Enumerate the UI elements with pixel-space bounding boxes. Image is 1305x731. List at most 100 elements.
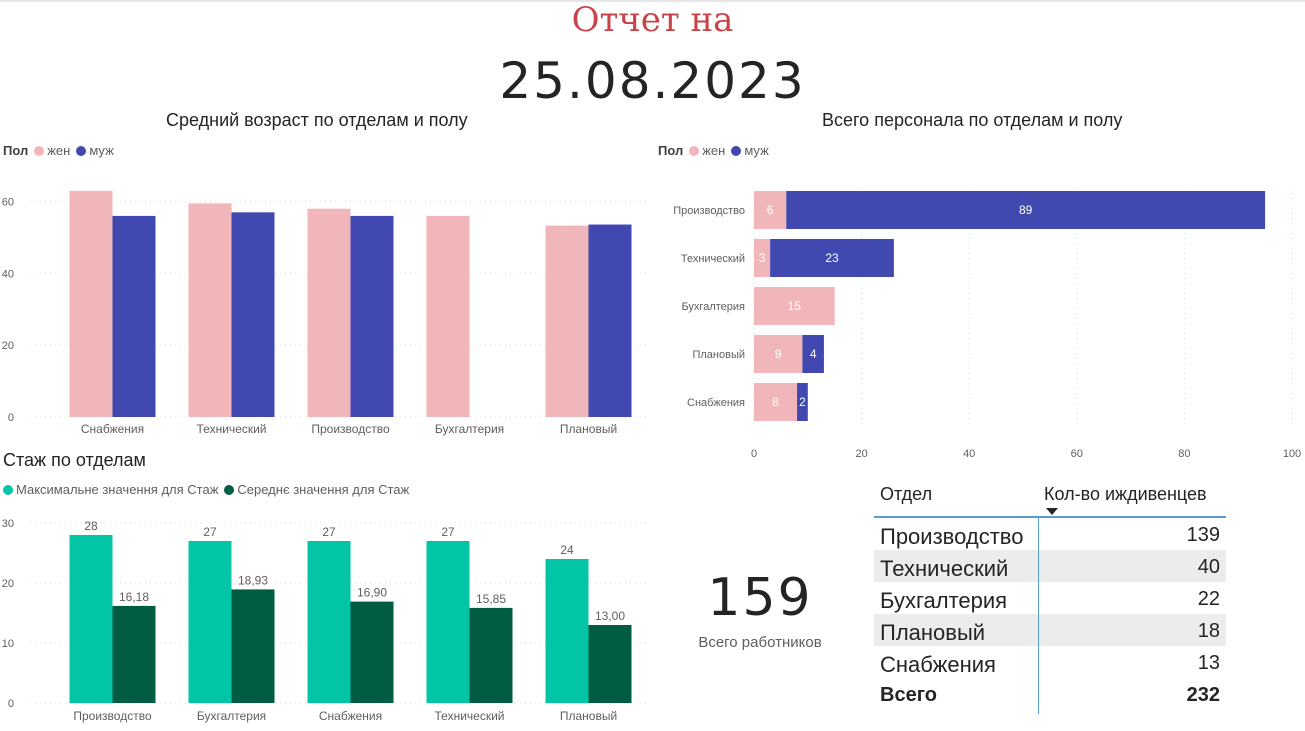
staff-legend-title: Пол xyxy=(658,143,684,158)
x-category-label: Производство xyxy=(311,422,390,436)
age-chart-legend: Пол жен муж xyxy=(3,143,120,158)
sort-desc-icon[interactable] xyxy=(1046,508,1058,515)
table-header: Отдел Кол-во иждивенцев xyxy=(874,478,1226,518)
staff-chart-legend: Пол жен муж xyxy=(658,143,775,158)
table-row[interactable]: Бухгалтерия 22 xyxy=(874,582,1226,614)
stazh-chart-legend: Максимальне значення для Стаж Середнє зн… xyxy=(3,482,415,497)
x-category-label: Снабжения xyxy=(81,422,144,436)
bar-max[interactable] xyxy=(188,541,232,703)
bar-female[interactable] xyxy=(188,203,232,417)
data-label: 4 xyxy=(810,347,817,361)
stazh-legend-item-max[interactable]: Максимальне значення для Стаж xyxy=(3,482,218,497)
bar-avg[interactable] xyxy=(588,625,632,703)
top-border xyxy=(0,0,1305,2)
bar-male[interactable] xyxy=(802,335,824,373)
y-category-label: Снабжения xyxy=(687,397,745,409)
bar-female[interactable] xyxy=(754,335,803,373)
x-tick-label: 60 xyxy=(1071,448,1083,460)
data-label: 28 xyxy=(84,519,98,533)
age-legend-item-female[interactable]: жен xyxy=(34,143,70,158)
y-tick-label: 40 xyxy=(2,268,14,280)
data-label: 24 xyxy=(560,543,574,557)
x-category-label: Плановый xyxy=(560,422,617,436)
table-cell-value: 22 xyxy=(1197,588,1220,610)
avg-dot-icon xyxy=(224,484,235,495)
data-label: 6 xyxy=(767,203,774,217)
staff-legend-item-male[interactable]: муж xyxy=(731,143,769,158)
bar-max[interactable] xyxy=(307,541,351,703)
data-label: 9 xyxy=(775,347,782,361)
data-label: 23 xyxy=(825,251,839,265)
bar-avg[interactable] xyxy=(350,601,394,703)
y-category-label: Технический xyxy=(681,253,745,265)
bar-avg[interactable] xyxy=(112,605,156,703)
table-row[interactable]: Технический 40 xyxy=(874,550,1226,582)
female-dot-icon xyxy=(34,145,45,156)
bar-male[interactable] xyxy=(797,383,808,421)
stazh-legend-item-avg[interactable]: Середнє значення для Стаж xyxy=(224,482,409,497)
table-row[interactable]: Производство 139 xyxy=(874,518,1226,550)
y-tick-label: 0 xyxy=(8,698,14,710)
bar-max[interactable] xyxy=(426,541,470,703)
y-tick-label: 30 xyxy=(2,518,14,530)
bar-avg[interactable] xyxy=(231,589,275,703)
x-tick-label: 40 xyxy=(963,448,975,460)
x-category-label: Бухгалтерия xyxy=(435,422,504,436)
report-title: Отчет на xyxy=(571,0,734,40)
bar-male[interactable] xyxy=(786,191,1266,229)
table-cell-value: 40 xyxy=(1197,556,1220,578)
bar-male[interactable] xyxy=(350,215,394,417)
table-cell-dept: Плановый xyxy=(880,620,986,645)
bar-avg[interactable] xyxy=(469,607,513,703)
data-label: 3 xyxy=(759,251,766,265)
x-tick-label: 100 xyxy=(1283,448,1301,460)
data-label: 27 xyxy=(203,525,217,539)
bar-male[interactable] xyxy=(231,212,275,417)
data-label: 15,85 xyxy=(476,592,506,606)
y-category-label: Плановый xyxy=(692,349,745,361)
x-tick-label: 0 xyxy=(751,448,757,460)
report-date: 25.08.2023 xyxy=(499,52,806,110)
bar-female[interactable] xyxy=(426,215,470,417)
male-dot-icon xyxy=(731,145,742,156)
bar-male[interactable] xyxy=(770,239,894,277)
bar-max[interactable] xyxy=(545,559,589,703)
y-tick-label: 20 xyxy=(2,340,14,352)
bar-female[interactable] xyxy=(307,208,351,417)
bar-female[interactable] xyxy=(754,239,771,277)
bar-max[interactable] xyxy=(69,535,113,703)
table-total-label: Всего xyxy=(880,684,937,706)
bar-female[interactable] xyxy=(545,225,589,417)
data-label: 27 xyxy=(441,525,455,539)
table-cell-value: 13 xyxy=(1197,652,1220,674)
y-category-label: Производство xyxy=(673,205,745,217)
table-row[interactable]: Снабжения 13 xyxy=(874,646,1226,678)
y-tick-label: 0 xyxy=(8,412,14,424)
data-label: 15 xyxy=(788,299,802,313)
data-label: 16,90 xyxy=(357,586,387,600)
staff-legend-item-female[interactable]: жен xyxy=(689,143,725,158)
table-total-value: 232 xyxy=(1186,684,1220,706)
table-column-divider xyxy=(1038,518,1039,714)
table-cell-value: 139 xyxy=(1186,524,1220,546)
table-cell-dept: Производство xyxy=(880,524,1024,549)
data-label: 2 xyxy=(799,395,806,409)
x-category-label: Снабжения xyxy=(319,709,382,723)
data-label: 8 xyxy=(772,395,779,409)
bar-female[interactable] xyxy=(754,287,835,325)
max-dot-icon xyxy=(3,484,13,495)
male-dot-icon xyxy=(76,145,87,156)
age-legend-item-male[interactable]: муж xyxy=(76,143,114,158)
column-header-dept[interactable]: Отдел xyxy=(880,484,933,504)
bar-female[interactable] xyxy=(69,190,113,417)
bar-male[interactable] xyxy=(588,224,632,417)
bar-female[interactable] xyxy=(754,383,798,421)
kpi-total-employees-label: Всего работников xyxy=(698,634,822,651)
dependents-table: Отдел Кол-во иждивенцев Производство 139… xyxy=(874,478,1226,714)
x-tick-label: 80 xyxy=(1178,448,1190,460)
column-header-dependents[interactable]: Кол-во иждивенцев xyxy=(1044,484,1207,504)
bar-male[interactable] xyxy=(112,215,156,417)
table-row[interactable]: Плановый 18 xyxy=(874,614,1226,646)
bar-female[interactable] xyxy=(754,191,787,229)
